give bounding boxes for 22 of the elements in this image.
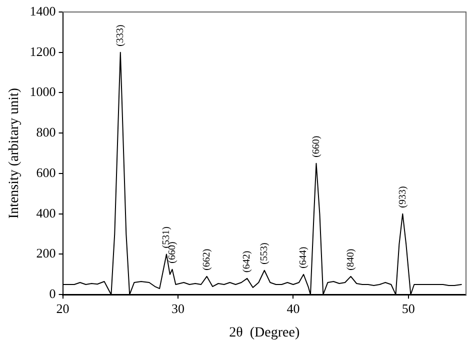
annotation: (644) bbox=[298, 246, 310, 268]
annotation: (642) bbox=[242, 250, 253, 272]
x-tick-label: 40 bbox=[286, 300, 300, 316]
y-tick-label: 200 bbox=[36, 246, 56, 261]
y-tick-label: 800 bbox=[36, 124, 56, 140]
x-tick-label: 50 bbox=[402, 300, 415, 316]
annotation: (840) bbox=[345, 248, 356, 270]
y-tick-label: 0 bbox=[49, 286, 56, 302]
annotation: (553) bbox=[259, 242, 270, 264]
annotation: (660) bbox=[310, 136, 322, 158]
y-axis-title: Intensity (arbitary unit) bbox=[7, 88, 22, 219]
x-axis-title: 2θ (Degree) bbox=[229, 325, 300, 340]
y-tick-label: 1200 bbox=[30, 44, 56, 59]
y-tick-label: 400 bbox=[36, 205, 56, 220]
y-tick-label: 600 bbox=[36, 164, 56, 180]
x-tick-label: 20 bbox=[56, 300, 70, 316]
y-tick-label: 1400 bbox=[30, 3, 56, 18]
x-tick-label: 30 bbox=[172, 300, 184, 316]
y-tick-label: 1000 bbox=[30, 84, 56, 100]
annotation: (333) bbox=[115, 24, 126, 46]
annotation: (662) bbox=[201, 248, 212, 270]
annotation: (933) bbox=[397, 186, 408, 208]
